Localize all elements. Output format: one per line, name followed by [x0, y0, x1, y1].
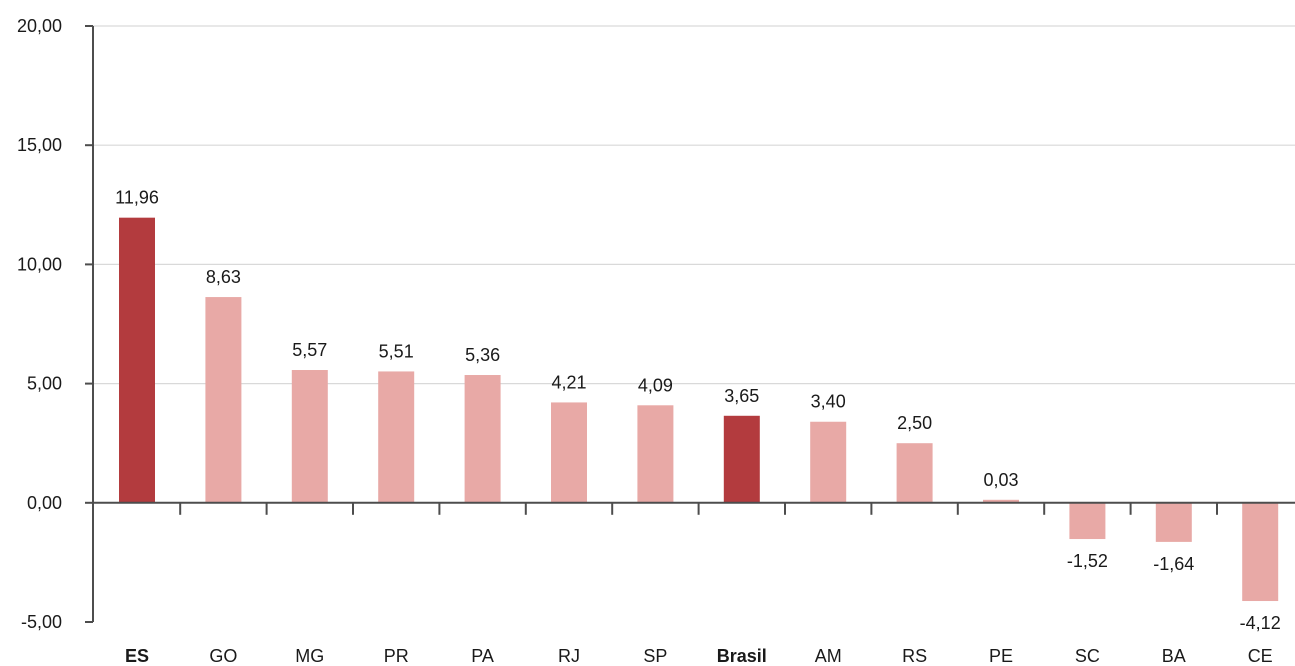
bar-go — [205, 297, 242, 503]
y-tick-label: 0,00 — [27, 493, 62, 513]
bars — [119, 217, 1279, 602]
data-label: 3,65 — [724, 386, 759, 406]
bar-am — [810, 421, 847, 503]
category-label: ES — [125, 646, 149, 666]
category-label: RJ — [558, 646, 580, 666]
category-label: MG — [295, 646, 324, 666]
category-label: GO — [209, 646, 237, 666]
bar-pr — [378, 371, 415, 503]
data-label: 0,03 — [983, 470, 1018, 490]
bar-ba — [1155, 502, 1192, 542]
data-label: 5,36 — [465, 345, 500, 365]
data-labels: 11,96 8,63 5,57 5,51 5,36 4,21 4,09 3,65 3,40 2,5… — [115, 188, 1281, 633]
data-label: 11,96 — [115, 188, 159, 208]
category-label: RS — [902, 646, 927, 666]
category-label: BA — [1162, 646, 1186, 666]
data-label: 2,50 — [897, 413, 932, 433]
data-label: -1,52 — [1067, 551, 1108, 571]
data-label: 4,09 — [638, 375, 673, 395]
y-tick-label: 15,00 — [17, 135, 62, 155]
bar-sc — [1069, 502, 1106, 540]
bar-es — [119, 217, 155, 503]
category-label: SC — [1075, 646, 1100, 666]
bar-brasil — [723, 415, 760, 503]
bar-pa — [464, 375, 501, 503]
bar-sp — [637, 405, 674, 503]
category-label: AM — [815, 646, 842, 666]
y-tick-label: 5,00 — [27, 374, 62, 394]
y-tick-label: -5,00 — [21, 612, 62, 632]
category-label: PE — [989, 646, 1013, 666]
data-label: 5,57 — [292, 340, 327, 360]
category-label: PA — [471, 646, 494, 666]
category-label: Brasil — [717, 646, 767, 666]
category-label: PR — [384, 646, 409, 666]
y-axis-tick-labels: -5,00 0,00 5,00 10,00 15,00 20,00 — [17, 16, 62, 632]
data-label: 5,51 — [379, 341, 414, 361]
bar-ce — [1242, 502, 1279, 602]
data-label: 8,63 — [206, 267, 241, 287]
bar-rj — [551, 402, 587, 503]
x-axis-category-labels: ES GO MG PR PA RJ SP Brasil AM RS PE SC BA CE — [125, 646, 1273, 666]
gridlines — [93, 25, 1295, 385]
data-label: 3,40 — [811, 392, 846, 412]
bar-rs — [896, 443, 933, 503]
data-label: -4,12 — [1240, 613, 1281, 633]
axes — [85, 25, 1295, 623]
y-tick-label: 20,00 — [17, 16, 62, 36]
data-label: 4,21 — [551, 372, 586, 392]
category-label: SP — [643, 646, 667, 666]
bar-mg — [291, 370, 328, 503]
category-label: CE — [1248, 646, 1273, 666]
y-tick-label: 10,00 — [17, 254, 62, 274]
data-label: -1,64 — [1153, 554, 1194, 574]
bar-pe — [983, 499, 1019, 503]
